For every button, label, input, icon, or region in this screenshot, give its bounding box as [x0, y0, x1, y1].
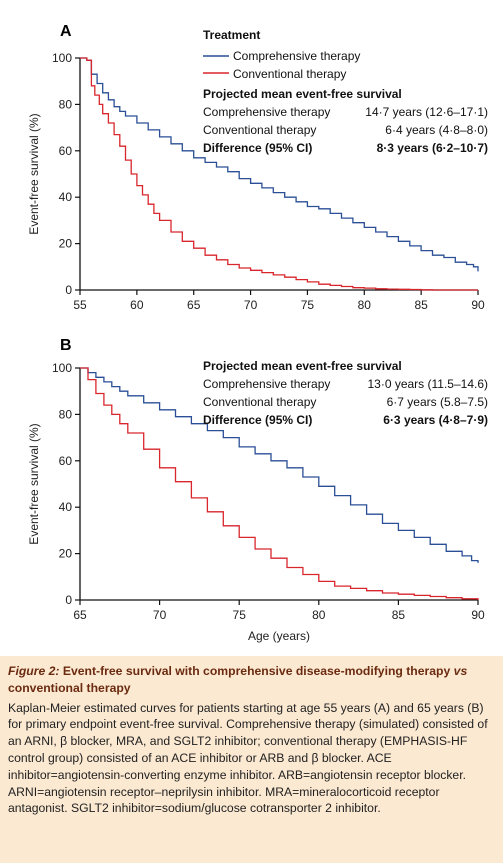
panel-letter-a: A — [60, 23, 72, 40]
x-tick-label-b: 75 — [233, 608, 247, 622]
x-tick-label-b: 90 — [471, 608, 485, 622]
projection-row-label-b: Conventional therapy — [203, 395, 316, 409]
legend-title-a: Treatment — [203, 28, 260, 42]
conventional-curve-a — [80, 57, 478, 291]
y-tick-label-b: 0 — [65, 593, 72, 607]
y-tick-label-b: 20 — [59, 547, 73, 561]
projection-row-value-a: 6·4 years (4·8–8·0) — [385, 123, 488, 137]
y-tick-label-a: 40 — [59, 190, 73, 204]
x-tick-label-a: 70 — [244, 298, 258, 312]
x-axis-title-b: Age (years) — [248, 629, 310, 643]
y-tick-label-b: 60 — [59, 454, 73, 468]
x-tick-label-a: 75 — [301, 298, 315, 312]
x-tick-label-b: 85 — [392, 608, 406, 622]
x-tick-label-a: 90 — [471, 298, 485, 312]
figure-caption: Figure 2: Event-free survival with compr… — [0, 656, 503, 863]
caption-title-main: Event-free survival with comprehensive d… — [59, 664, 454, 678]
y-tick-label-b: 80 — [59, 407, 73, 421]
y-tick-label-a: 20 — [59, 237, 73, 251]
y-tick-label-b: 100 — [52, 361, 72, 375]
projection-row-value-b: 6·7 years (5.8–7.5) — [387, 395, 488, 409]
comprehensive-curve-b — [80, 367, 479, 563]
projection-title-b: Projected mean event-free survival — [203, 359, 402, 373]
projection-row-value-b: 13·0 years (11.5–14.6) — [367, 377, 488, 391]
projection-row-label-a: Difference (95% CI) — [203, 141, 312, 155]
legend-label-conventional-a: Conventional therapy — [233, 67, 346, 81]
y-tick-label-b: 40 — [59, 500, 73, 514]
legend-label-comprehensive-a: Comprehensive therapy — [233, 49, 360, 63]
survival-charts: A 0 20 40 60 80 100 55 60 65 70 75 80 85 90 Event-free … — [27, 23, 488, 643]
projection-row-value-a: 8·3 years (6·2–10·7) — [377, 141, 488, 155]
x-tick-label-b: 70 — [153, 608, 167, 622]
projection-row-value-a: 14·7 years (12·6–17·1) — [365, 105, 488, 119]
caption-title-vs: vs — [453, 664, 468, 678]
x-tick-label-b: 65 — [73, 608, 87, 622]
projection-row-label-a: Comprehensive therapy — [203, 105, 330, 119]
x-tick-label-a: 85 — [414, 298, 428, 312]
projection-row-label-b: Difference (95% CI) — [203, 413, 312, 427]
panel-letter-b: B — [60, 337, 72, 354]
x-tick-label-a: 65 — [187, 298, 201, 312]
caption-figure-label: Figure 2: — [8, 664, 60, 678]
caption-title-end: conventional therapy — [8, 680, 131, 695]
x-tick-label-a: 80 — [358, 298, 372, 312]
comprehensive-curve-a — [80, 57, 479, 272]
conventional-curve-b — [80, 367, 479, 600]
projection-row-label-b: Comprehensive therapy — [203, 377, 330, 391]
y-tick-label-a: 80 — [59, 97, 73, 111]
y-axis-title-a: Event-free survival (%) — [27, 113, 41, 234]
y-tick-label-a: 60 — [59, 144, 73, 158]
caption-title: Figure 2: Event-free survival with compr… — [8, 663, 495, 697]
projection-row-value-b: 6·3 years (4·8–7·9) — [383, 413, 488, 427]
y-tick-label-a: 0 — [65, 283, 72, 297]
x-tick-label-b: 80 — [312, 608, 326, 622]
x-tick-label-a: 55 — [73, 298, 87, 312]
x-tick-label-a: 60 — [130, 298, 144, 312]
projection-row-label-a: Conventional therapy — [203, 123, 316, 137]
caption-body: Kaplan-Meier estimated curves for patien… — [8, 700, 488, 816]
y-axis-title-b: Event-free survival (%) — [27, 423, 41, 544]
projection-title-a: Projected mean event-free survival — [203, 87, 402, 101]
y-tick-label-a: 100 — [52, 51, 72, 65]
